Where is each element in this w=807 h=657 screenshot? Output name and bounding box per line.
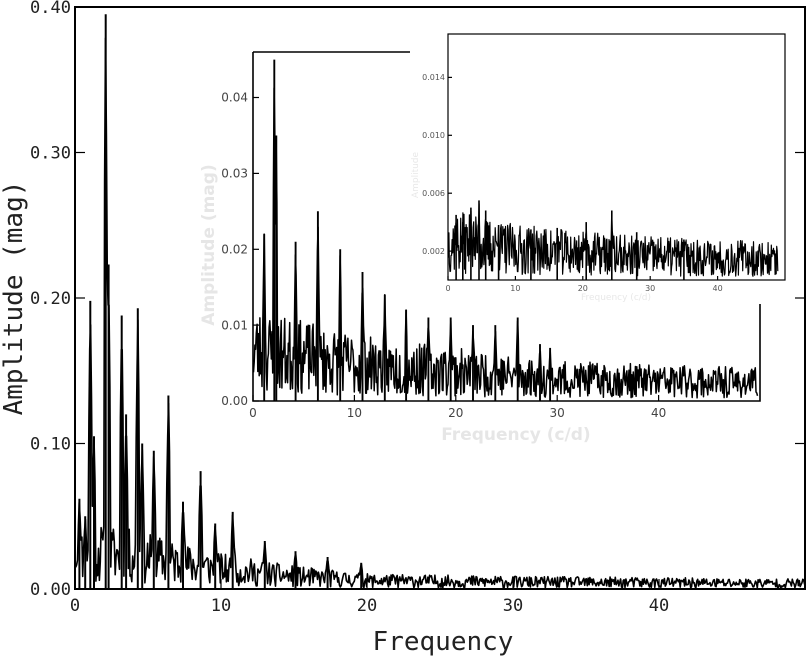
main-y-tick-label-4: 0.40 [30,0,71,18]
inset2-x-tick-label-0: 0 [445,284,450,293]
main-y-tick-label-0: 0.00 [30,580,71,600]
main-x-tick-label-1: 10 [211,596,231,616]
inset2-x-tick-label-2: 20 [578,284,588,293]
main-y-tick-label-2: 0.20 [30,289,71,309]
main-spectrum-trace [74,14,806,589]
inset2-x-axis-label: Frequency (c/d) [581,293,651,303]
inset1-y-tick-label-3: 0.03 [221,167,248,181]
inset1-x-tick-label-3: 30 [550,406,565,420]
inset1-y-tick-label-1: 0.01 [221,318,248,332]
main-x-tick-label-3: 30 [503,596,523,616]
main-x-tick-label-2: 20 [357,596,377,616]
inset1-y-axis-label: Amplitude (mag) [199,164,219,325]
inset2-y-tick-label-0: 0.002 [422,247,445,256]
inset1-x-tick-label-4: 40 [651,406,666,420]
inset1-x-tick-label-1: 10 [347,406,362,420]
main-x-tick-label-4: 40 [649,596,669,616]
inset1-x-tick-label-2: 20 [448,406,463,420]
main-axis-ticks: 0 10 20 30 40 0.00 0.10 0.20 0.30 0.40 [30,0,805,616]
inset2-spectrum-trace [447,200,779,280]
inset1-y-tick-label-2: 0.02 [221,243,248,257]
inset2-y-tick-label-3: 0.014 [422,73,445,82]
main-y-tick-label-3: 0.30 [30,143,71,163]
inset2-y-tick-label-2: 0.010 [422,131,445,140]
inset-plot-2: 0 10 20 30 40 0.002 0.006 0.010 0.014 Frequency … [411,33,786,303]
inset1-spectrum-line [252,87,759,399]
inset2-x-tick-label-3: 30 [645,284,655,293]
inset2-y-axis-label: Amplitude [411,151,421,198]
main-x-axis-label: Frequency [373,627,514,657]
inset2-spectrum-line [447,203,779,277]
inset2-x-tick-label-4: 40 [713,284,723,293]
inset1-x-axis-label: Frequency (c/d) [441,425,590,445]
inset2-axis-ticks: 0 10 20 30 40 0.002 0.006 0.010 0.014 [422,73,723,293]
inset1-y-tick-label-4: 0.04 [221,91,248,105]
inset1-frame [252,51,761,402]
inset1-x-tick-label-0: 0 [249,406,257,420]
main-y-tick-label-1: 0.10 [30,434,71,454]
main-x-tick-label-0: 0 [70,596,80,616]
inset1-spectrum-trace [252,59,759,401]
inset2-frame [447,33,786,281]
main-spectrum-line [74,37,806,589]
inset2-x-tick-label-1: 10 [510,284,520,293]
inset1-axis-ticks: 0 10 20 30 40 0.00 0.01 0.02 0.03 0.04 [221,91,666,420]
main-y-axis-label: Amplitude (mag) [0,181,29,416]
inset1-y-tick-label-0: 0.00 [221,394,248,408]
inset2-y-tick-label-1: 0.006 [422,189,445,198]
